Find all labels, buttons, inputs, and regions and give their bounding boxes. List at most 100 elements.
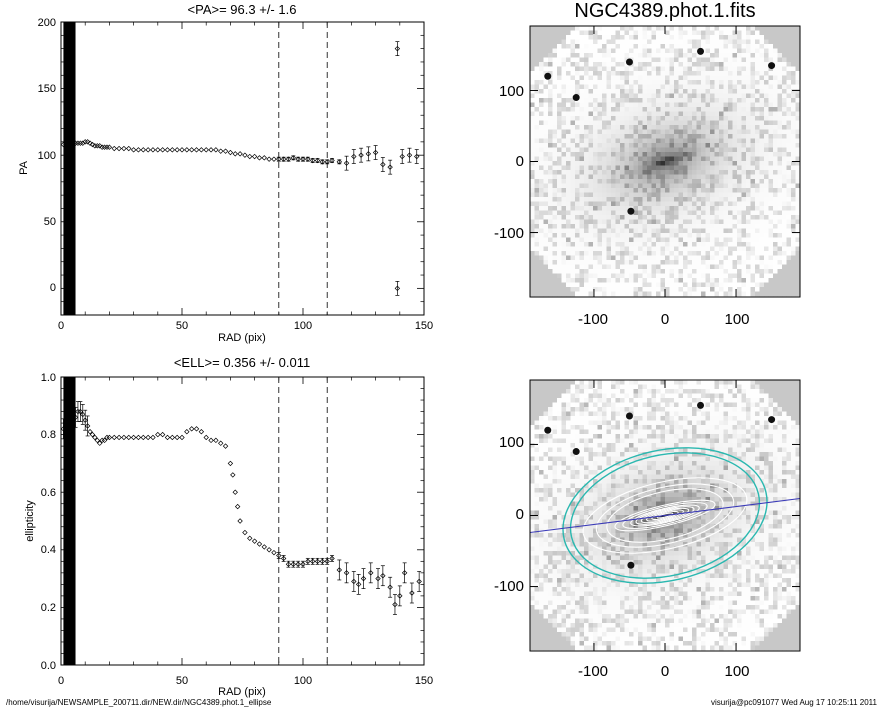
pa-data-point (70, 140, 76, 146)
ell-data-point (87, 429, 93, 435)
ell-data-point (266, 547, 272, 553)
ell-data-point (97, 440, 103, 446)
overlay-star (627, 561, 635, 569)
ell-ytick-label: 1.0 (41, 372, 56, 384)
pa-data-point (406, 152, 413, 158)
ell-data-point (116, 434, 122, 441)
pa-data-point (126, 145, 132, 152)
pa-data-point (130, 147, 137, 153)
pa-data-point (213, 147, 219, 153)
ell-data-point (75, 408, 81, 415)
image-xtick-label: 100 (724, 311, 749, 328)
pa-data-point (92, 143, 98, 149)
ell-data-point (94, 437, 100, 444)
overlay-isophote-contour (630, 504, 700, 527)
pa-data-point (159, 147, 166, 153)
pa-data-point (87, 140, 93, 146)
pa-data-point (60, 141, 67, 148)
ell-data-point (135, 434, 142, 441)
pa-data-point (232, 151, 238, 157)
ell-xtick-labels: 0 50 100 150 (58, 675, 433, 687)
ell-data-point (351, 578, 357, 585)
pa-ytick-label: 50 (44, 216, 56, 228)
ell-data-point (126, 434, 132, 441)
ell-data-point (184, 429, 190, 435)
ell-data-point (416, 578, 422, 585)
pa-data-point (227, 149, 234, 156)
ell-data-point (72, 414, 79, 421)
ell-data-point (188, 426, 195, 432)
footer-file-path: /home/visurija/NEWSAMPLE_200711.dir/NEW.… (6, 698, 272, 707)
pa-data-point (394, 285, 401, 292)
overlay-major-axis-line (529, 497, 801, 534)
ell-data-point (280, 555, 287, 562)
ell-data-point (174, 434, 180, 441)
ell-data-point (84, 423, 91, 429)
ell-data-point (397, 593, 403, 599)
image-star (572, 94, 580, 102)
ell-data-point (222, 443, 229, 449)
ell-data-point (285, 561, 292, 567)
overlay-isophote-contour (656, 512, 674, 519)
pa-data-point (106, 144, 113, 150)
ell-xlabel: RAD (pix) (218, 686, 266, 698)
ell-data-point (169, 434, 176, 441)
ell-data-point (193, 426, 200, 432)
pa-data-point (256, 155, 263, 161)
image-pixel-map (530, 26, 801, 297)
overlay-isophote-contour (595, 483, 735, 548)
pa-data-point (251, 153, 258, 160)
image-star (544, 72, 552, 80)
pa-data-point (414, 153, 420, 160)
ell-data-point (276, 552, 282, 559)
ell-axes-frame (60, 376, 425, 666)
ell-data-point (232, 489, 238, 495)
pa-data-point (97, 143, 103, 149)
pa-title: <PA>= 96.3 +/- 1.6 (188, 2, 297, 17)
pa-data-point (94, 143, 100, 149)
pa-data-point (188, 147, 195, 153)
overlay-star (572, 448, 580, 456)
pa-data-point (80, 140, 86, 146)
pa-ytick-label: 100 (38, 150, 56, 162)
pa-data-point (174, 147, 180, 153)
ell-data-point (319, 558, 326, 565)
overlay-isophote-contour (622, 502, 708, 529)
pa-data-point (380, 161, 386, 168)
pa-data-point (135, 147, 142, 153)
footer-user-timestamp: visurija@pc091077 Wed Aug 17 10:25:11 20… (710, 698, 877, 707)
ell-data-point (230, 472, 236, 478)
image-image-frame (529, 25, 801, 298)
ell-data-point (355, 581, 362, 588)
pa-data-point (394, 45, 401, 52)
pa-data-point (65, 140, 71, 146)
ell-data-point (164, 434, 171, 441)
pa-data-point (150, 147, 156, 153)
image-ytick-label: -100 (494, 225, 524, 242)
pa-data-point (179, 147, 185, 153)
ell-ytick-label: 0.6 (41, 487, 56, 499)
pa-data-point (222, 148, 229, 154)
ell-inner-region (63, 377, 76, 665)
image-star (697, 47, 705, 55)
pa-data-point (63, 141, 69, 148)
image-ytick-label: 100 (499, 83, 524, 100)
pa-data-point (336, 159, 342, 165)
image-xtick-label: -100 (578, 311, 608, 328)
image-star (625, 58, 633, 66)
image-star (627, 207, 635, 215)
ell-data-point (305, 558, 311, 565)
pa-xtick-label: 150 (415, 320, 433, 332)
overlay-star (625, 412, 633, 420)
pa-data-point (75, 140, 81, 146)
ell-data-point (140, 434, 146, 441)
ell-data-point (234, 503, 241, 510)
overlay-ellipse-overlay (562, 447, 768, 584)
pa-data-point (343, 160, 350, 166)
ell-data-point (198, 429, 205, 435)
ell-xtick-label: 100 (294, 675, 312, 687)
ell-data-point (60, 426, 67, 432)
overlay-star (697, 401, 705, 409)
ell-data-point (104, 434, 110, 441)
ell-data-point (208, 437, 214, 444)
